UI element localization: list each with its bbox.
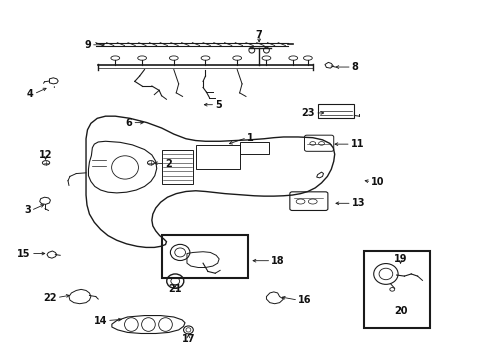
Text: 18: 18 [271, 256, 285, 266]
Text: 5: 5 [215, 100, 222, 110]
Text: 13: 13 [351, 198, 365, 208]
Text: 21: 21 [168, 284, 182, 294]
Text: 15: 15 [18, 248, 31, 258]
Bar [363, 251, 429, 328]
Bar [317, 104, 353, 118]
Text: 22: 22 [43, 293, 57, 303]
Text: 8: 8 [351, 62, 358, 72]
Text: 1: 1 [246, 133, 253, 143]
Text: 10: 10 [370, 177, 384, 187]
Text: 14: 14 [93, 316, 107, 325]
Text: 19: 19 [393, 254, 407, 264]
Text: 23: 23 [301, 108, 315, 118]
Text: 3: 3 [24, 206, 31, 216]
Text: 9: 9 [84, 40, 91, 50]
Bar [239, 141, 268, 154]
Bar [161, 150, 193, 184]
Text: 7: 7 [255, 30, 262, 40]
Text: 20: 20 [393, 306, 407, 316]
Text: 17: 17 [182, 333, 195, 343]
Text: 16: 16 [298, 295, 311, 305]
Bar [195, 145, 239, 169]
Text: 12: 12 [39, 150, 52, 160]
Text: 2: 2 [165, 159, 172, 169]
Text: 6: 6 [125, 118, 132, 128]
Bar [161, 234, 248, 278]
Text: 4: 4 [27, 89, 34, 99]
Text: 11: 11 [350, 139, 364, 149]
